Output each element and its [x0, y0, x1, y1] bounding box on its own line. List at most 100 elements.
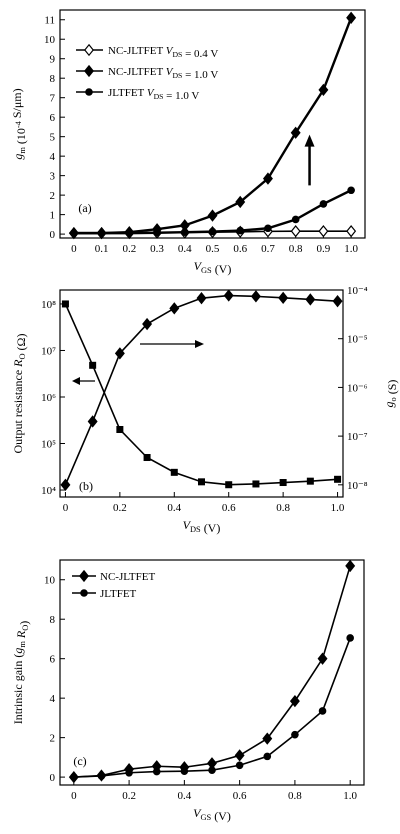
data-point [250, 290, 261, 303]
y-axis-label: Intrinsic gain (gm RO) [11, 621, 31, 725]
data-point [223, 289, 234, 302]
trend-arrow-head [304, 134, 315, 147]
y-tick-label: 4 [50, 151, 56, 163]
y-tick-label: 7 [50, 93, 56, 105]
x-tick-label: 0.1 [95, 243, 109, 255]
data-point [235, 195, 246, 209]
data-point [152, 767, 161, 776]
x-tick-label: 0.2 [122, 243, 136, 255]
y-tick-label: 10⁵ [41, 439, 56, 451]
data-point [61, 300, 69, 308]
x-axis-label: VGS (V) [193, 806, 231, 823]
y2-axis-label: go (S) [382, 380, 399, 408]
y2-tick-label: 10⁻⁴ [347, 285, 368, 297]
data-point [346, 634, 354, 642]
panel-c-intrinsic-gain: 0 0.2 0.4 0.6 0.8 1.0 0 2 4 6 8 10 VGS (V) Intrinsic … [11, 559, 365, 823]
data-point [318, 225, 329, 238]
data-point [60, 478, 71, 491]
y2-tick-label: 10⁻⁸ [347, 480, 368, 492]
y-tick-label: 4 [50, 693, 56, 705]
x-tick-label: 0.5 [206, 243, 220, 255]
data-point [70, 229, 78, 237]
legend-marker [79, 569, 89, 583]
data-point [318, 707, 327, 715]
legend-marker [84, 64, 94, 78]
data-point [345, 559, 356, 573]
x-tick-label: 1.0 [343, 790, 357, 802]
data-point [346, 11, 357, 24]
x-tick-label: 0.2 [122, 790, 136, 802]
data-point [169, 302, 180, 315]
data-point [125, 229, 134, 237]
x-tick-label: 1.0 [331, 502, 345, 514]
data-point [180, 767, 189, 775]
y-tick-label: 10⁶ [41, 392, 56, 404]
data-point [306, 477, 314, 485]
series-line [64, 303, 338, 486]
x-tick-label: 0 [63, 502, 69, 514]
data-point [170, 468, 178, 476]
data-point [305, 293, 316, 306]
y-tick-label: 2 [50, 190, 56, 202]
y-tick-label: 6 [50, 654, 56, 666]
x-tick-label: 0.8 [289, 243, 303, 255]
x-tick-label: 0.8 [276, 502, 290, 514]
data-point [87, 415, 98, 428]
y-tick-label: 2 [50, 733, 56, 745]
data-point [97, 229, 106, 237]
x-tick-label: 0.2 [113, 502, 127, 514]
y2-tick-label: 10⁻⁵ [347, 334, 368, 346]
legend-marker [84, 43, 94, 57]
y-tick-label: 10⁴ [41, 485, 56, 497]
series-line [64, 294, 338, 486]
legend-label: NC-JLTFET VDS = 0.4 V [108, 45, 218, 60]
data-point [153, 228, 161, 237]
data-point [142, 317, 153, 331]
y-tick-label: 9 [50, 54, 56, 66]
legend-marker [80, 589, 88, 597]
y-axis-label: Output resistance RO (Ω) [11, 334, 28, 454]
data-point [125, 768, 133, 777]
data-point [208, 766, 216, 774]
y-tick-label: 1 [50, 210, 56, 222]
data-point [70, 773, 78, 781]
data-point [291, 730, 299, 739]
data-point [225, 481, 233, 489]
data-point [114, 347, 125, 360]
data-point [97, 772, 106, 780]
y-tick-label: 8 [50, 73, 56, 85]
panel-label: (c) [73, 754, 86, 768]
data-point [290, 126, 301, 139]
legend-label: JLTFET VDS = 1.0 V [108, 87, 199, 102]
x-tick-label: 0.3 [150, 243, 164, 255]
data-point [317, 652, 328, 665]
data-point [235, 761, 244, 770]
y-tick-label: 3 [50, 171, 56, 183]
y-tick-label: 10 [44, 575, 56, 587]
data-point [264, 224, 272, 233]
data-point [143, 454, 151, 462]
data-point [208, 227, 217, 236]
y2-tick-label: 10⁻⁶ [347, 382, 368, 394]
data-point [262, 172, 273, 185]
panel-b-frame [59, 289, 344, 498]
series-line [73, 637, 351, 778]
x-tick-label: 0.6 [222, 502, 236, 514]
x-tick-label: 0.4 [167, 502, 181, 514]
legend-label: NC-JLTFET [100, 571, 155, 583]
panel-a-frame [59, 9, 366, 239]
x-tick-label: 0.4 [178, 243, 192, 255]
data-point [318, 83, 329, 97]
data-point [332, 295, 343, 308]
x-tick-label: 0.4 [177, 790, 191, 802]
y-tick-label: 8 [50, 614, 56, 626]
y-tick-label: 10⁸ [41, 299, 56, 311]
x-tick-label: 0.7 [261, 243, 275, 255]
y-tick-label: 10⁷ [41, 345, 56, 357]
data-point [291, 215, 300, 224]
data-point [234, 749, 245, 762]
x-tick-label: 0.6 [233, 243, 247, 255]
right-axis-arrow-head [195, 340, 204, 348]
panel-c-frame [59, 559, 365, 786]
